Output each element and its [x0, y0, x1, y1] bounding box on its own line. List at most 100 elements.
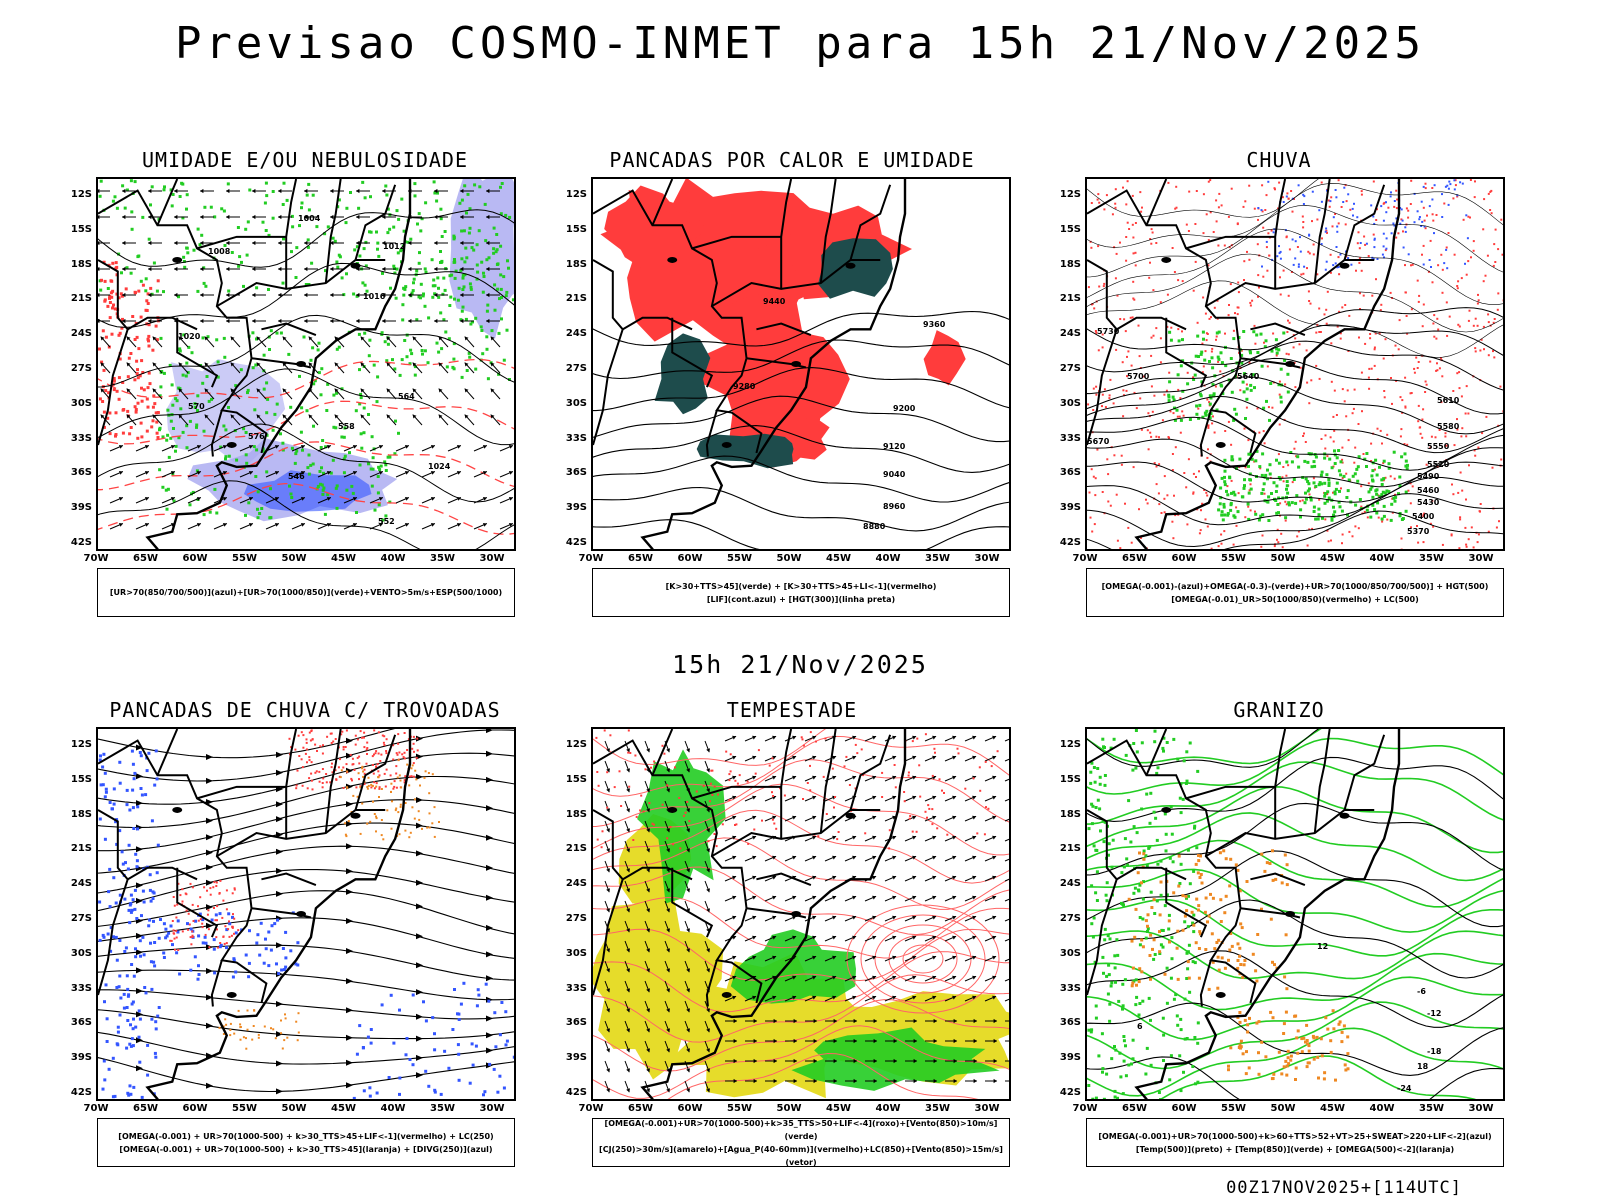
contour-label: 1004: [298, 214, 321, 223]
field-dot: [1318, 307, 1321, 310]
wind-vector-head: [118, 471, 123, 475]
wind-vector-head: [330, 240, 334, 246]
wind-vector-head: [148, 292, 152, 298]
wind-vector-head: [460, 214, 464, 220]
field-dot: [1124, 330, 1127, 333]
field-dot: [172, 896, 175, 898]
field-dot: [1345, 415, 1348, 418]
field-dot: [107, 345, 111, 349]
field-dot: [1344, 304, 1347, 306]
field-dot: [1211, 347, 1214, 350]
field-dot: [1123, 318, 1126, 321]
field-dot: [118, 357, 122, 361]
field-dot: [1286, 331, 1289, 333]
field-dot: [771, 757, 774, 760]
field-dot: [223, 244, 227, 247]
wind-vector-head: [773, 1038, 777, 1044]
field-dot: [1316, 218, 1319, 221]
field-dot: [1125, 259, 1128, 262]
field-dot: [1456, 285, 1459, 287]
field-dot: [1125, 389, 1128, 392]
field-dot: [1224, 857, 1228, 861]
wind-vector-head: [752, 955, 757, 960]
wind-vector-head: [626, 828, 630, 833]
field-dot: [1424, 227, 1427, 230]
field-dot: [1351, 207, 1354, 210]
field-dot: [1148, 821, 1152, 825]
field-dot: [428, 792, 431, 795]
field-dot: [1177, 279, 1180, 282]
field-dot: [1317, 513, 1321, 517]
field-dot: [433, 284, 437, 288]
field-dot: [1207, 914, 1211, 918]
field-dot: [452, 342, 456, 346]
field-dot: [129, 1044, 133, 1048]
field-dot: [1299, 508, 1303, 512]
field-dot: [1287, 197, 1290, 200]
field-dot: [281, 441, 285, 445]
field-dot: [1287, 501, 1291, 505]
field-dot: [1194, 354, 1198, 358]
field-dot: [1379, 429, 1382, 432]
field-dot: [1439, 357, 1442, 359]
wind-vector-head: [773, 1058, 777, 1064]
field-dot: [1264, 339, 1268, 343]
field-dot: [231, 925, 234, 928]
field-dot: [422, 292, 425, 296]
field-dot: [1131, 768, 1135, 772]
field-dot: [1405, 467, 1409, 471]
wind-vector-head: [952, 795, 957, 800]
field-dot: [1403, 443, 1406, 445]
wind-vector-head: [686, 1068, 690, 1073]
field-dot: [1332, 415, 1335, 418]
field-dot: [201, 918, 205, 922]
field-dot: [711, 769, 714, 772]
field-dot: [1121, 1092, 1125, 1096]
wind-vector-head: [646, 908, 650, 913]
field-dot: [98, 900, 102, 904]
field-dot: [344, 833, 347, 836]
wind-vector-head: [248, 471, 253, 475]
field-dot: [1410, 308, 1413, 311]
field-dot: [246, 1009, 249, 1012]
field-dot: [395, 209, 399, 213]
lake-shape: [845, 262, 856, 269]
field-dot: [500, 1001, 504, 1004]
wind-vector-head: [666, 968, 670, 973]
field-dot: [215, 885, 218, 887]
field-dot: [463, 260, 467, 264]
field-dot: [433, 806, 436, 809]
field-dot: [325, 409, 329, 412]
wind-vector-head: [952, 895, 957, 900]
wind-vector: [1004, 778, 1009, 782]
wind-vector-head: [152, 336, 157, 341]
field-dot: [1233, 407, 1237, 411]
field-dot: [196, 394, 200, 398]
field-dot: [1237, 492, 1240, 495]
field-dot: [1334, 487, 1338, 491]
field-dot: [1465, 545, 1468, 548]
contour-line: [593, 486, 1009, 532]
field-dot: [1194, 223, 1197, 225]
field-dot: [191, 490, 195, 494]
field-dot: [1494, 261, 1497, 263]
field-dot: [1249, 383, 1253, 387]
field-dot: [1294, 257, 1297, 260]
field-dot: [1452, 493, 1455, 496]
field-dot: [1383, 491, 1387, 495]
field-dot: [682, 814, 685, 817]
contour-label: 1016: [363, 292, 386, 301]
field-dot: [1173, 494, 1175, 497]
field-dot: [1286, 491, 1290, 495]
field-dot: [1236, 868, 1240, 872]
field-dot: [1336, 266, 1339, 269]
field-dot: [1256, 351, 1260, 354]
field-area: [818, 238, 893, 299]
contour-line: [1087, 729, 1320, 768]
wind-vector-head: [226, 266, 230, 272]
field-dot: [294, 962, 298, 966]
field-dot: [113, 195, 117, 199]
field-dot: [483, 1090, 487, 1094]
field-dot: [1209, 396, 1213, 400]
field-dot: [1199, 529, 1202, 532]
